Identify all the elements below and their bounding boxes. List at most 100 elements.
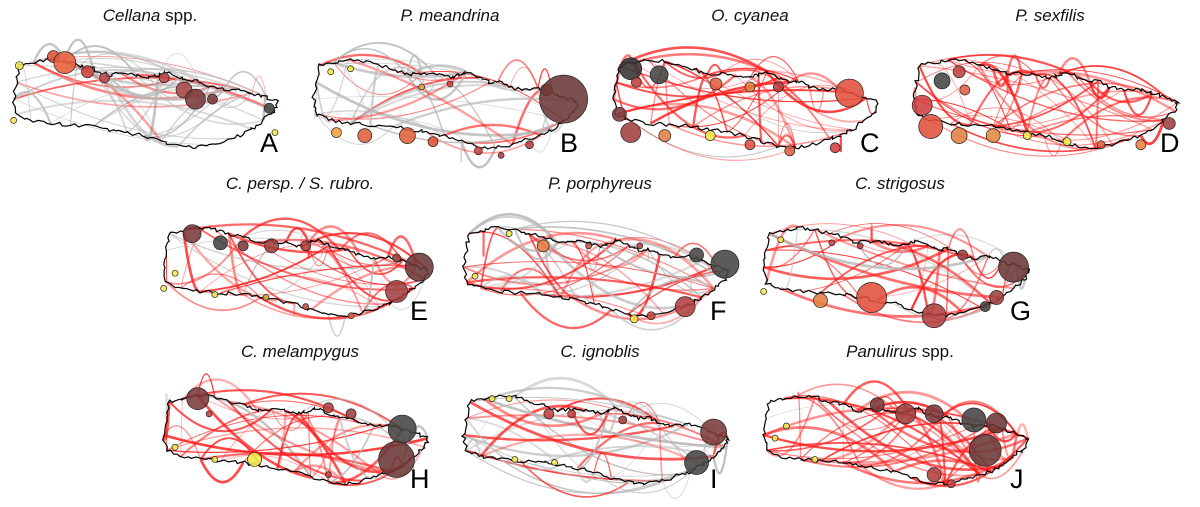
connectivity-arc xyxy=(814,228,861,299)
connectivity-arc xyxy=(594,471,692,494)
connectivity-arc xyxy=(466,414,726,449)
connectivity-arc xyxy=(338,232,404,262)
connectivity-arc xyxy=(120,72,211,95)
connectivity-arc xyxy=(50,81,190,124)
connectivity-arc xyxy=(692,85,853,128)
panel-h: C. melampygus H xyxy=(150,336,450,504)
panel-letter: D xyxy=(1160,128,1180,158)
connectivity-arc xyxy=(497,59,539,89)
connectivity-arc xyxy=(766,425,975,460)
panel-title-main: C. ignoblis xyxy=(560,342,640,361)
connectivity-arc xyxy=(242,217,341,252)
panel-f: P. porphyreus F xyxy=(450,168,750,336)
connectivity-arc xyxy=(1006,54,1023,76)
panel-e: C. persp. / S. rubro. E xyxy=(150,168,450,337)
panel-title-main: C. melampygus xyxy=(240,342,360,361)
site-node xyxy=(744,139,756,151)
connectivity-arc xyxy=(542,235,680,310)
connectivity-arc xyxy=(223,70,268,98)
site-node xyxy=(646,311,656,321)
site-node xyxy=(684,450,709,475)
connectivity-arc xyxy=(576,287,715,321)
connectivity-arc xyxy=(647,248,714,294)
island-coastline xyxy=(11,58,280,149)
connectivity-arc xyxy=(327,417,341,483)
connectivity-arc xyxy=(463,265,544,296)
connectivity-arc xyxy=(271,409,309,431)
connectivity-arc xyxy=(228,401,363,482)
connectivity-arc xyxy=(299,398,389,425)
connectivity-arc xyxy=(200,451,392,473)
site-node xyxy=(247,452,262,467)
site-node xyxy=(989,290,1004,305)
site-node xyxy=(618,415,628,425)
connectivity-arc xyxy=(316,239,389,268)
panel-network-svg xyxy=(162,373,430,486)
connectivity-arc xyxy=(370,119,564,144)
connectivity-arc xyxy=(571,408,703,467)
connectivity-arc xyxy=(242,229,329,247)
connectivity-arc xyxy=(543,264,717,298)
connectivity-arc xyxy=(107,67,267,99)
panel-title: P. porphyreus xyxy=(450,174,750,194)
site-node xyxy=(1135,139,1147,151)
site-node xyxy=(631,77,642,88)
site-node xyxy=(869,397,885,413)
site-node xyxy=(924,404,944,424)
connectivity-arc xyxy=(284,227,310,244)
connectivity-arc xyxy=(973,257,1003,279)
connectivity-arc xyxy=(480,287,646,317)
site-node xyxy=(709,77,723,91)
panel-b: P. meandrina B xyxy=(300,0,600,169)
connectivity-arc xyxy=(242,392,403,430)
connectivity-arc xyxy=(899,242,930,315)
connectivity-arc xyxy=(664,60,779,147)
site-node xyxy=(262,294,270,301)
site-node xyxy=(950,127,968,144)
connectivity-arc xyxy=(315,59,349,119)
connectivity-arc xyxy=(632,62,745,139)
connectivity-arc xyxy=(92,84,210,128)
connectivity-arc xyxy=(514,220,703,262)
site-node xyxy=(357,128,373,143)
connectivity-arc xyxy=(870,240,929,253)
panel-network-svg xyxy=(760,222,1031,329)
site-node xyxy=(15,61,24,71)
panel-letter: F xyxy=(710,296,727,326)
connectivity-arc xyxy=(16,82,230,140)
connectivity-arc xyxy=(919,65,1153,131)
connectivity-arc xyxy=(916,81,1028,134)
site-node xyxy=(205,410,213,418)
connectivity-arc xyxy=(106,74,180,97)
connectivity-arc xyxy=(670,124,853,147)
site-node xyxy=(325,471,332,478)
site-node xyxy=(171,269,179,277)
connectivity-arc xyxy=(135,74,264,126)
connectivity-arc xyxy=(797,383,901,415)
connectivity-arc xyxy=(749,76,797,149)
connectivity-arc xyxy=(727,71,768,133)
connectivity-arc xyxy=(468,400,714,461)
connectivity-arc xyxy=(662,471,692,499)
connectivity-arc xyxy=(463,424,675,442)
connectivity-arc xyxy=(299,245,426,286)
site-node xyxy=(186,387,210,410)
panel-title-suffix: spp. xyxy=(160,6,198,25)
connectivity-arc xyxy=(327,314,347,337)
connectivity-arc xyxy=(163,424,202,460)
connectivity-arc xyxy=(168,401,273,433)
site-node xyxy=(497,152,505,159)
site-node xyxy=(213,235,228,251)
connectivity-arc xyxy=(514,228,714,289)
connectivity-arc xyxy=(749,56,799,82)
panel-g: C. strigosus G xyxy=(750,168,1050,336)
connectivity-arc xyxy=(463,261,714,289)
site-node xyxy=(264,238,279,254)
connectivity-arc xyxy=(469,396,689,425)
connectivity-arc xyxy=(598,407,619,434)
connectivity-arc xyxy=(307,225,361,256)
connectivity-arc xyxy=(463,434,646,485)
connectivity-arc xyxy=(220,264,417,294)
connectivity-arc xyxy=(611,422,660,478)
connectivity-arc xyxy=(519,292,613,330)
